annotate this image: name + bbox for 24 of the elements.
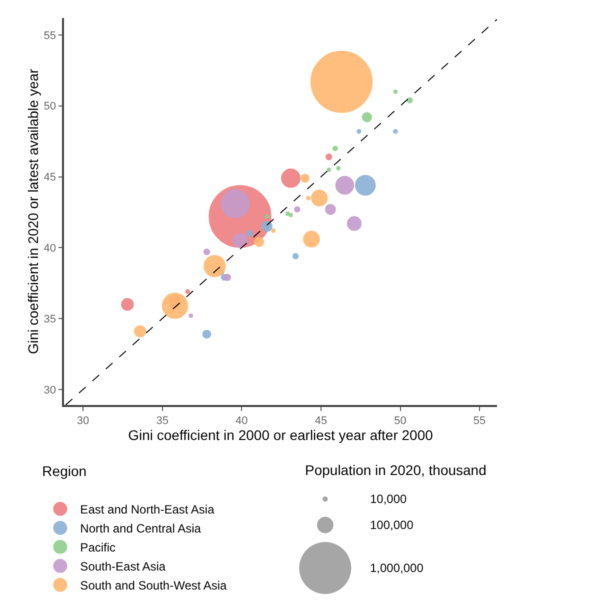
x-axis-title: Gini coefficient in 2000 or earliest year after 2000 bbox=[128, 426, 434, 443]
x-tick-label: 55 bbox=[473, 414, 486, 427]
text: Population in 2020, thousand bbox=[305, 462, 486, 478]
legend-label: North and Central Asia bbox=[80, 522, 202, 536]
y-tick-label: 30 bbox=[44, 384, 56, 396]
y-tick-label: 50 bbox=[44, 100, 56, 113]
x-tick-label: 50 bbox=[394, 414, 406, 427]
y-axis-title: Gini coefficient in 2020 or latest available year bbox=[24, 68, 41, 354]
y-tick-label: 35 bbox=[44, 313, 56, 326]
x-tick-label: 30 bbox=[76, 414, 90, 427]
legend-title: Region bbox=[42, 463, 87, 480]
x-tick-label: 40 bbox=[236, 414, 248, 427]
y-tick-label: 55 bbox=[44, 30, 56, 42]
legend-label: South and South-West Asia bbox=[80, 578, 228, 593]
y-tick-label: 40 bbox=[44, 242, 56, 254]
legend-label: South-East Asia bbox=[80, 560, 166, 574]
legend-label: East and North-East Asia bbox=[80, 502, 215, 517]
legend-label: 100,000 bbox=[370, 518, 414, 532]
legend-label: 1,000,000 bbox=[370, 561, 424, 575]
x-tick-label: 35 bbox=[156, 414, 168, 427]
legend-label: Pacific bbox=[80, 540, 116, 555]
x-tick-label: 45 bbox=[314, 414, 328, 427]
legend-label: 10,000 bbox=[370, 492, 408, 506]
y-tick-label: 45 bbox=[44, 172, 56, 184]
